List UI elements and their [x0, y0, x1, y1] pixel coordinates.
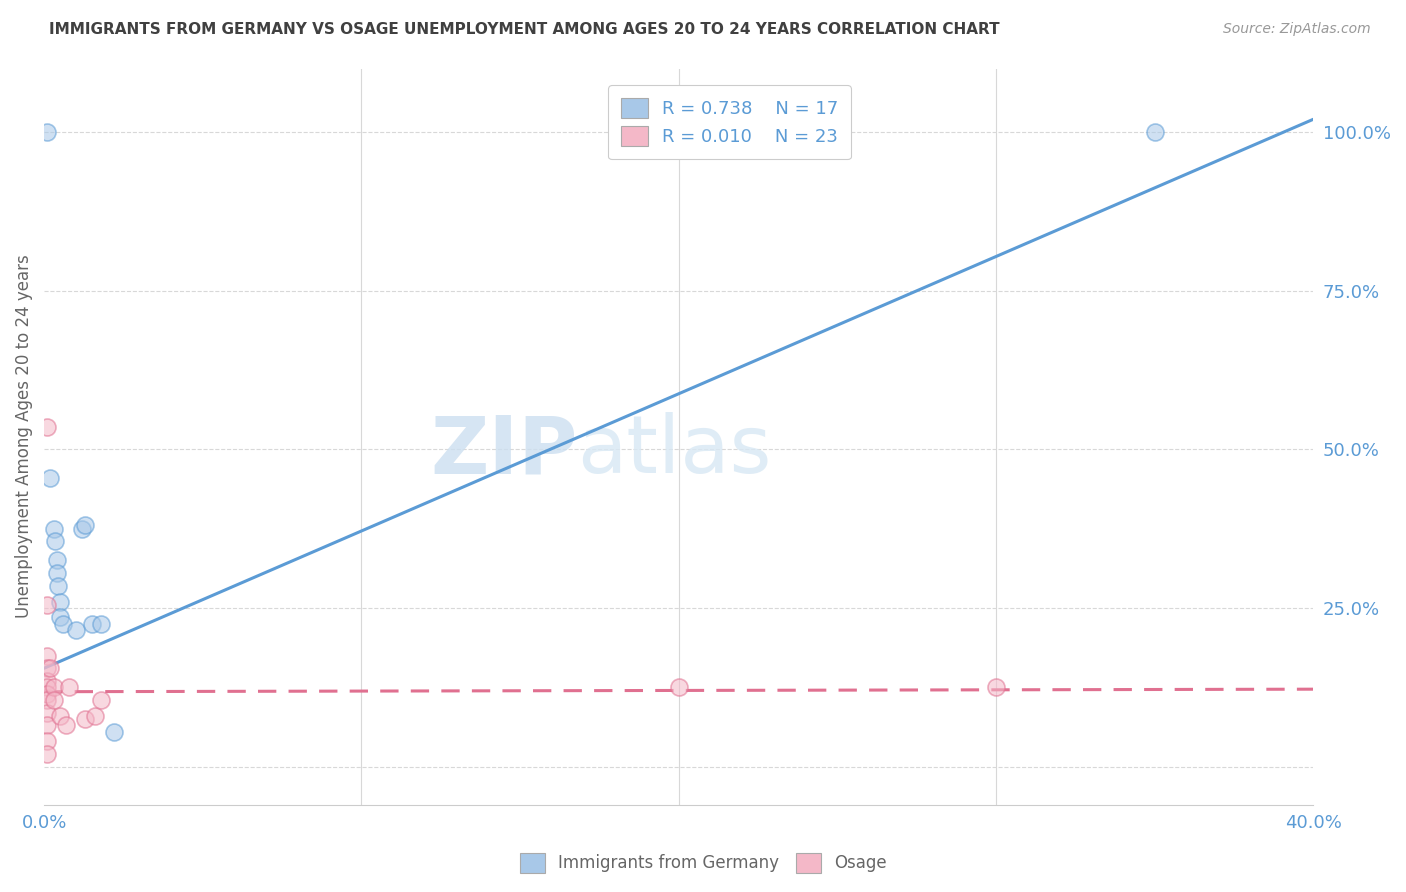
Point: [42, 522, 65, 536]
Point: [37, 687, 59, 701]
Point: [1143, 125, 1166, 139]
Point: [52, 616, 75, 631]
Point: [37, 693, 59, 707]
Legend: R = 0.738    N = 17, R = 0.010    N = 23: R = 0.738 N = 17, R = 0.010 N = 23: [607, 85, 851, 159]
Point: [44, 534, 66, 549]
Point: [42, 693, 65, 707]
Point: [37, 734, 59, 748]
Point: [37, 673, 59, 688]
Point: [103, 724, 125, 739]
Point: [37, 706, 59, 720]
Point: [90, 616, 112, 631]
Point: [49, 594, 72, 608]
Point: [80, 616, 103, 631]
Text: Source: ZipAtlas.com: Source: ZipAtlas.com: [1223, 22, 1371, 37]
Point: [984, 680, 1007, 694]
Point: [75, 712, 97, 726]
Point: [45, 553, 67, 567]
Point: [75, 518, 97, 533]
Point: [42, 680, 65, 694]
Point: [58, 680, 80, 694]
Point: [37, 420, 59, 434]
Point: [48, 579, 70, 593]
Point: [83, 709, 105, 723]
Y-axis label: Unemployment Among Ages 20 to 24 years: Unemployment Among Ages 20 to 24 years: [15, 255, 32, 618]
Point: [39, 661, 62, 675]
Point: [45, 566, 67, 580]
Point: [49, 610, 72, 624]
Point: [37, 648, 59, 663]
Point: [65, 623, 87, 637]
Point: [37, 747, 59, 761]
Point: [668, 680, 690, 694]
Legend: Immigrants from Germany, Osage: Immigrants from Germany, Osage: [513, 847, 893, 880]
Text: ZIP: ZIP: [430, 412, 576, 491]
Point: [70, 522, 93, 536]
Point: [90, 693, 112, 707]
Point: [37, 125, 59, 139]
Point: [37, 680, 59, 694]
Point: [37, 661, 59, 675]
Text: atlas: atlas: [576, 412, 772, 491]
Point: [55, 718, 77, 732]
Point: [49, 709, 72, 723]
Point: [37, 598, 59, 612]
Point: [39, 471, 62, 485]
Point: [37, 718, 59, 732]
Text: IMMIGRANTS FROM GERMANY VS OSAGE UNEMPLOYMENT AMONG AGES 20 TO 24 YEARS CORRELAT: IMMIGRANTS FROM GERMANY VS OSAGE UNEMPLO…: [49, 22, 1000, 37]
